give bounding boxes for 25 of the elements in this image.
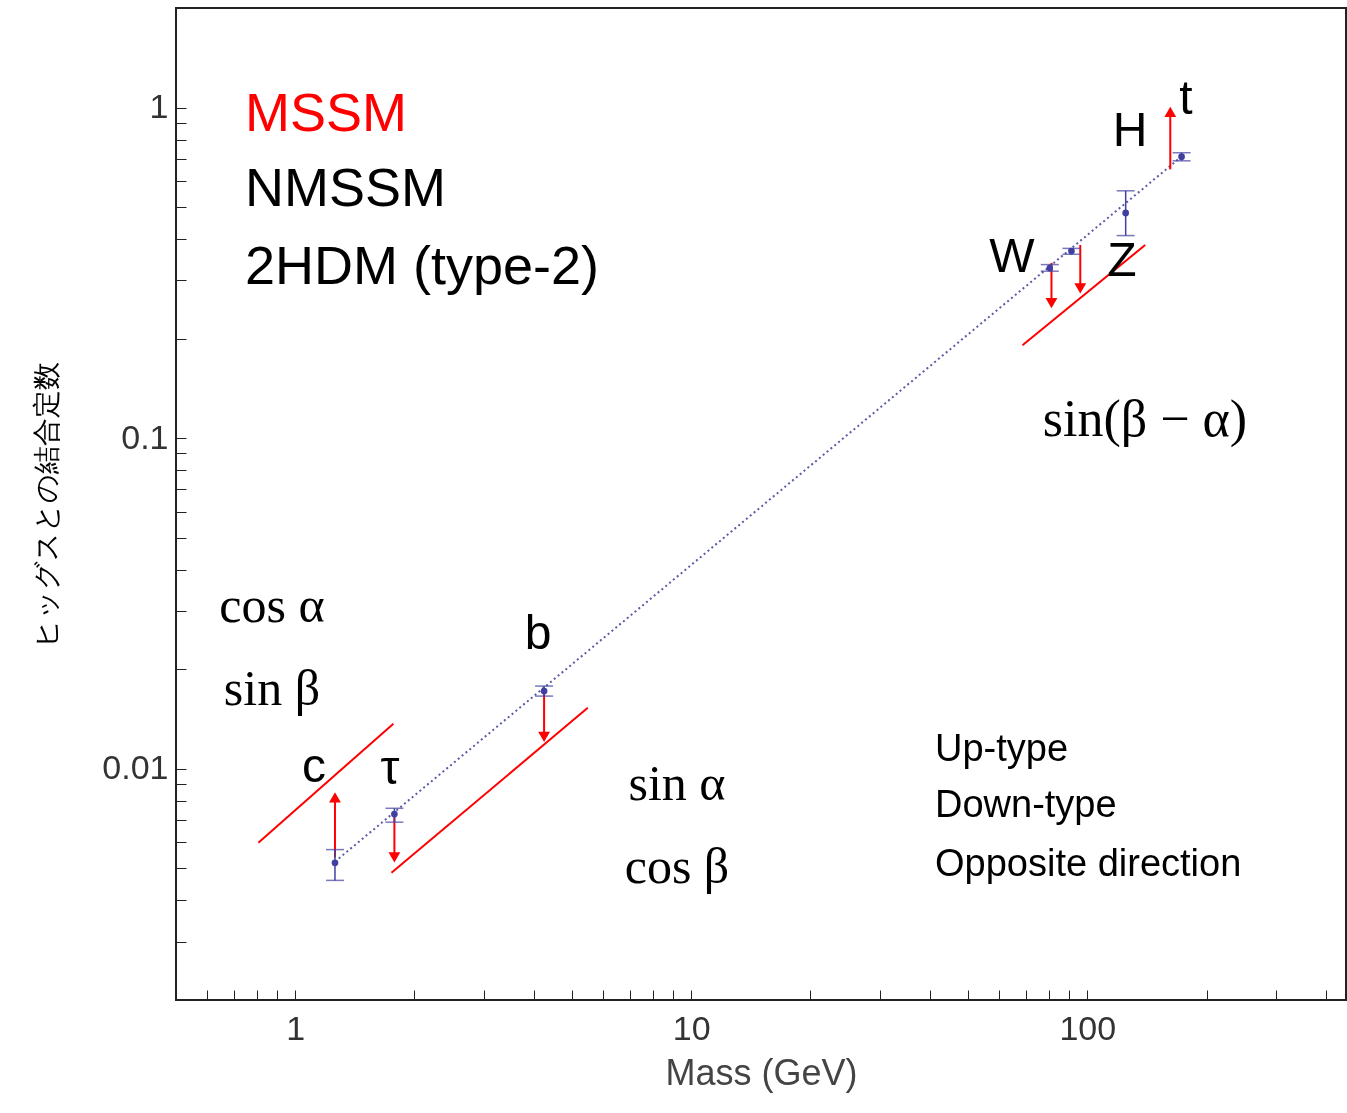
annotation: H bbox=[1112, 103, 1148, 156]
annotation: cos α bbox=[219, 577, 325, 633]
annotation: sin(β − α) bbox=[1042, 390, 1248, 448]
annotation: Opposite direction bbox=[935, 842, 1242, 884]
annotation: b bbox=[524, 606, 552, 659]
y-tick-label: 1 bbox=[149, 87, 169, 126]
x-tick-label: 100 bbox=[1059, 1008, 1117, 1047]
y-axis-title: ヒッグスとの結合定数 bbox=[31, 361, 63, 648]
annotation: 2HDM (type-2) bbox=[245, 235, 600, 295]
annotation: NMSSM bbox=[245, 157, 446, 217]
annotation: τ bbox=[380, 741, 400, 794]
y-tick-label: 0.01 bbox=[102, 748, 169, 787]
x-axis-title: Mass (GeV) bbox=[665, 1051, 858, 1093]
annotation: Up-type bbox=[935, 727, 1069, 769]
x-tick-label: 1 bbox=[286, 1008, 306, 1047]
annotation: W bbox=[989, 229, 1036, 282]
annotation: MSSM bbox=[245, 82, 407, 142]
annotation: sin β bbox=[223, 660, 321, 716]
annotation: sin α bbox=[628, 755, 726, 811]
x-tick-label: 10 bbox=[672, 1008, 711, 1047]
annotation: cos β bbox=[624, 838, 730, 894]
annotation: c bbox=[302, 739, 326, 792]
y-tick-label: 0.1 bbox=[121, 417, 169, 456]
annotation: t bbox=[1179, 71, 1193, 124]
annotation: Down-type bbox=[935, 783, 1117, 825]
